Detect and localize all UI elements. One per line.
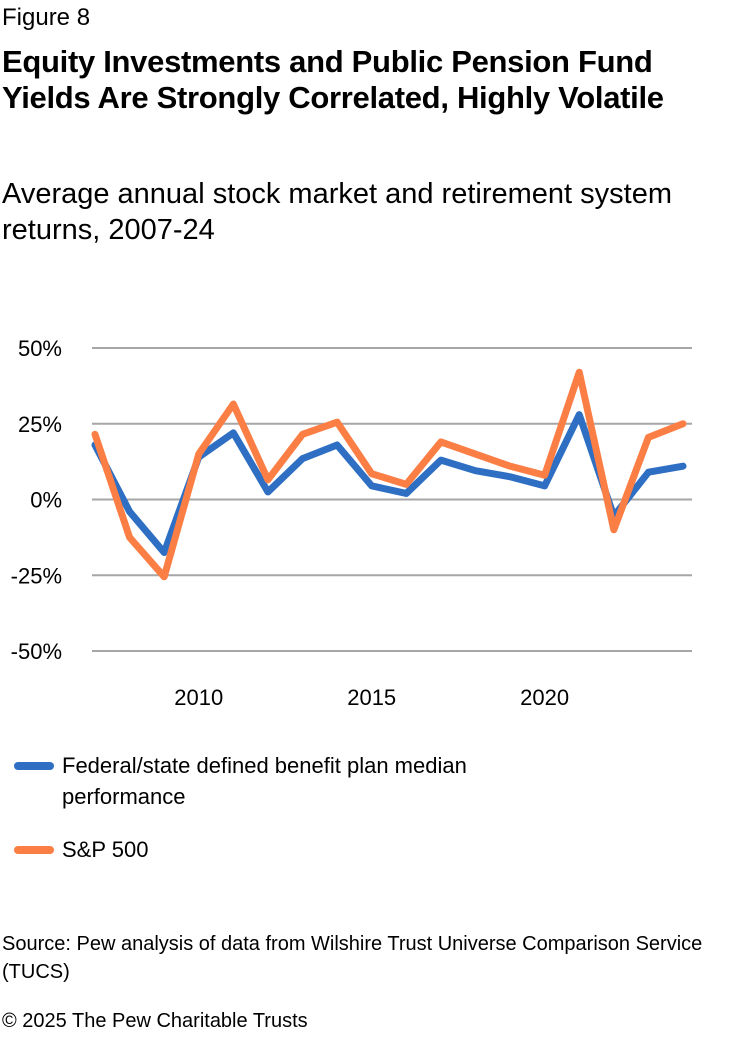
legend-item-sp500: S&P 500: [14, 834, 582, 865]
legend-label-sp500: S&P 500: [62, 837, 149, 862]
line-chart: 50% 25% 0% -25% -50% 2010 2015 2020: [11, 336, 692, 710]
y-tick-label: -50%: [11, 639, 62, 664]
chart-subtitle: Average annual stock market and retireme…: [2, 178, 673, 246]
y-tick-label: 25%: [18, 412, 62, 437]
y-tick-label: -25%: [11, 563, 62, 588]
x-tick-label: 2015: [347, 685, 396, 710]
legend-swatch-sp500: [14, 846, 54, 854]
legend: Federal/state defined benefit plan media…: [14, 750, 582, 887]
x-tick-label: 2020: [520, 685, 569, 710]
legend-swatch-pension: [14, 762, 54, 770]
x-tick-label: 2010: [174, 685, 223, 710]
chart-title: Equity Investments and Public Pension Fu…: [2, 44, 664, 115]
figure-label: Figure 8: [2, 4, 91, 31]
legend-item-pension: Federal/state defined benefit plan media…: [14, 750, 582, 812]
series-line-1: [91, 368, 687, 581]
legend-label-pension: Federal/state defined benefit plan media…: [62, 753, 467, 809]
copyright: © 2025 The Pew Charitable Trusts: [2, 1010, 308, 1032]
source-note: Source: Pew analysis of data from Wilshi…: [2, 933, 703, 983]
y-tick-label: 0%: [30, 488, 62, 513]
y-tick-label: 50%: [18, 336, 62, 361]
